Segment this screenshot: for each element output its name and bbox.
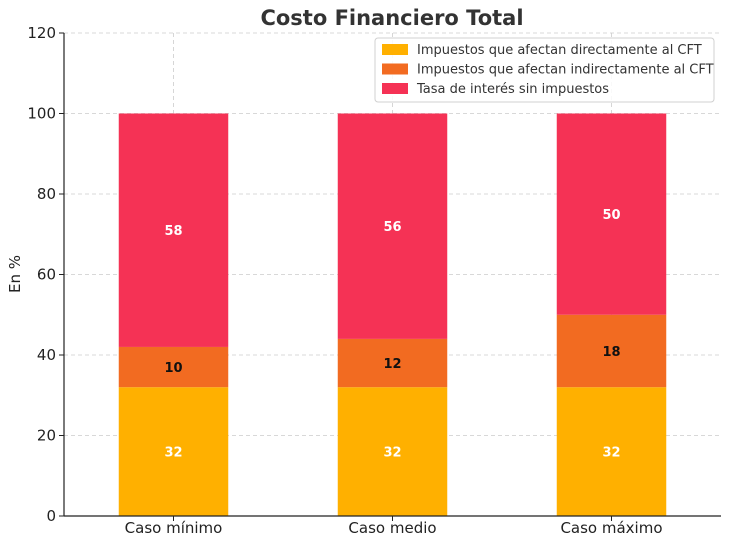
y-tick-label: 20 (37, 427, 56, 445)
bar-segment (337, 387, 448, 516)
legend-label: Impuestos que afectan directamente al CF… (417, 43, 702, 58)
bar-value-label: 10 (164, 361, 182, 376)
y-tick-label: 40 (37, 346, 56, 364)
y-tick-label: 100 (27, 105, 56, 123)
x-tick-label: Caso medio (348, 519, 436, 537)
bar-segment (337, 113, 448, 339)
legend-label: Impuestos que afectan indirectamente al … (417, 63, 714, 78)
bar-segment (337, 338, 448, 388)
bar-value-label: 58 (164, 224, 182, 239)
bar-value-label: 12 (383, 357, 401, 372)
bars (118, 113, 667, 516)
bar-segment (556, 387, 667, 516)
legend-swatch (382, 44, 408, 55)
x-tick-label: Caso mínimo (125, 519, 223, 537)
bar-segment (556, 113, 667, 315)
y-tick-label: 0 (46, 507, 56, 525)
bar-value-label: 56 (383, 220, 401, 235)
chart-title: Costo Financiero Total (260, 6, 523, 30)
y-axis-label: En % (6, 255, 24, 293)
legend-swatch (382, 83, 408, 94)
bar-value-label: 50 (602, 208, 620, 223)
y-tick-label: 80 (37, 185, 56, 203)
bar-value-label: 32 (164, 446, 182, 461)
bar-segment (118, 346, 229, 388)
y-tick-label: 60 (37, 266, 56, 284)
bar-segment (118, 387, 229, 516)
legend: Impuestos que afectan directamente al CF… (374, 37, 715, 103)
legend-box (374, 37, 715, 103)
data-labels: 32 10 58 32 12 56 32 18 50 (164, 208, 620, 460)
bar-segment (556, 314, 667, 388)
legend-label: Tasa de interés sin impuestos (416, 82, 609, 97)
y-tick-label: 120 (27, 24, 56, 42)
bar-value-label: 32 (383, 446, 401, 461)
legend-swatch (382, 63, 408, 75)
axes: 0 20 40 60 80 100 120 Caso mínimo Caso medio Caso… (27, 24, 721, 537)
bar-value-label: 32 (602, 446, 620, 461)
bar-segment (118, 113, 229, 347)
bar-value-label: 18 (602, 345, 620, 360)
x-tick-label: Caso máximo (560, 519, 662, 537)
